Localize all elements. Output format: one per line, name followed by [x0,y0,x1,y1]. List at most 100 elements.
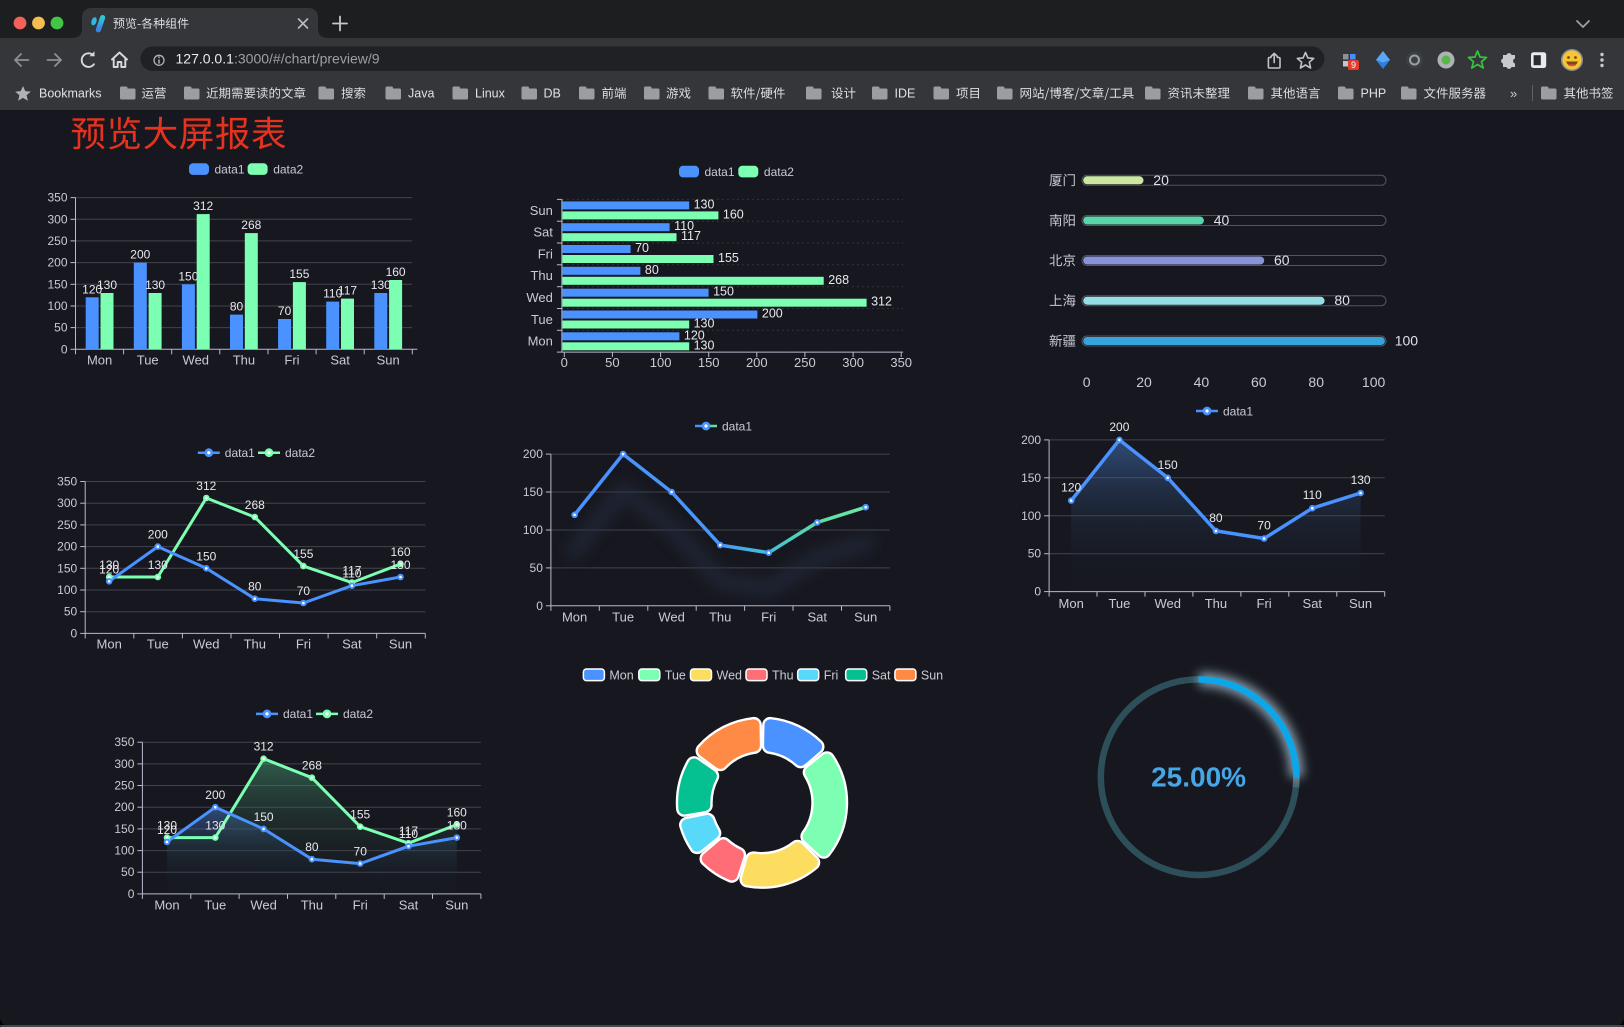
svg-text:100: 100 [1395,333,1419,349]
svg-text:Tue: Tue [204,898,226,913]
svg-text:25.00%: 25.00% [1151,762,1246,793]
svg-text:268: 268 [245,498,265,512]
svg-text:127.0.0.1: 127.0.0.1 [176,50,235,66]
svg-text:Sat: Sat [533,225,553,240]
svg-text:Mon: Mon [562,610,587,625]
svg-text:110: 110 [674,219,694,233]
svg-text:155: 155 [350,808,370,822]
svg-text:155: 155 [289,267,309,281]
svg-text:200: 200 [1021,433,1041,447]
svg-text:Fri: Fri [353,898,368,913]
svg-text:»: » [1510,86,1517,101]
svg-text:70: 70 [1257,519,1271,533]
svg-text:130: 130 [694,197,715,211]
svg-text:200: 200 [57,540,77,554]
svg-text:117: 117 [338,284,357,298]
svg-text:Mon: Mon [528,334,553,349]
svg-text:40: 40 [1194,374,1210,390]
svg-text:120: 120 [82,282,102,296]
svg-text:130: 130 [1351,473,1371,487]
svg-text:150: 150 [698,355,720,370]
svg-text:Mon: Mon [1059,596,1084,611]
svg-text:312: 312 [196,479,216,493]
svg-text:Thu: Thu [709,610,731,625]
svg-text:Sun: Sun [530,203,553,218]
svg-text:Wed: Wed [193,636,220,651]
svg-text:60: 60 [1274,252,1290,268]
svg-text:250: 250 [114,779,134,793]
svg-text:250: 250 [794,355,816,370]
svg-text:160: 160 [386,265,406,279]
svg-text:120: 120 [157,823,177,837]
svg-text:Sun: Sun [445,898,468,913]
svg-text:Sat: Sat [330,353,350,368]
svg-text:70: 70 [297,584,311,598]
svg-text:200: 200 [746,355,768,370]
svg-text:data2: data2 [273,163,303,177]
svg-text:20: 20 [1153,172,1169,188]
svg-text:0: 0 [128,887,135,901]
svg-text:50: 50 [605,355,619,370]
svg-text:Sun: Sun [1349,596,1372,611]
svg-text:150: 150 [196,549,216,563]
svg-text:Fri: Fri [824,668,839,682]
svg-text:80: 80 [248,580,262,594]
svg-text:Thu: Thu [244,636,266,651]
svg-text:DB: DB [544,87,561,101]
svg-text:0: 0 [561,355,568,370]
svg-text:Thu: Thu [301,898,323,913]
svg-text:120: 120 [1061,481,1081,495]
svg-text:120: 120 [99,562,119,576]
svg-text:130: 130 [157,819,177,833]
svg-text:50: 50 [121,865,135,879]
svg-text:200: 200 [762,307,783,321]
svg-text:Thu: Thu [233,353,255,368]
svg-text:100: 100 [47,299,67,313]
svg-text::3000/#/chart/preview/9: :3000/#/chart/preview/9 [234,50,380,66]
svg-text:0: 0 [1083,374,1091,390]
svg-text:312: 312 [254,740,274,754]
svg-text:Fri: Fri [538,246,553,261]
svg-text:data1: data1 [225,446,255,460]
svg-text:IDE: IDE [895,87,916,101]
svg-text:100: 100 [650,355,672,370]
svg-text:350: 350 [57,475,77,489]
svg-text:130: 130 [99,558,119,572]
svg-text:268: 268 [828,273,849,287]
svg-text:150: 150 [178,269,198,283]
svg-text:130: 130 [371,278,391,292]
svg-text:Sun: Sun [377,353,400,368]
svg-text:Sat: Sat [807,610,827,625]
svg-text:Wed: Wed [250,898,277,913]
svg-text:200: 200 [523,447,543,461]
svg-text:312: 312 [871,295,892,309]
svg-text:150: 150 [47,277,67,291]
svg-text:160: 160 [723,207,744,221]
svg-text:0: 0 [536,599,543,613]
svg-text:155: 155 [718,251,739,265]
svg-text:Sat: Sat [342,636,362,651]
svg-text:100: 100 [1021,509,1041,523]
svg-text:Wed: Wed [183,353,210,368]
svg-text:70: 70 [278,304,292,318]
svg-text:100: 100 [1362,374,1386,390]
svg-text:110: 110 [399,827,418,841]
svg-text:Tue: Tue [531,312,553,327]
svg-text:9: 9 [1351,60,1356,70]
svg-text:250: 250 [47,234,67,248]
svg-text:80: 80 [230,300,244,314]
svg-text:Wed: Wed [717,668,743,682]
svg-text:Fri: Fri [296,636,311,651]
svg-text:Wed: Wed [658,610,685,625]
svg-text:70: 70 [354,845,368,859]
svg-text:data1: data1 [705,165,735,179]
svg-text:Wed: Wed [1154,596,1181,611]
svg-text:Bookmarks: Bookmarks [39,87,102,101]
svg-text:50: 50 [64,605,78,619]
svg-text:100: 100 [523,523,543,537]
svg-text:117: 117 [681,229,701,243]
svg-text:300: 300 [57,496,77,510]
svg-text:130: 130 [148,558,168,572]
svg-text:100: 100 [114,844,134,858]
svg-text:80: 80 [1209,511,1223,525]
